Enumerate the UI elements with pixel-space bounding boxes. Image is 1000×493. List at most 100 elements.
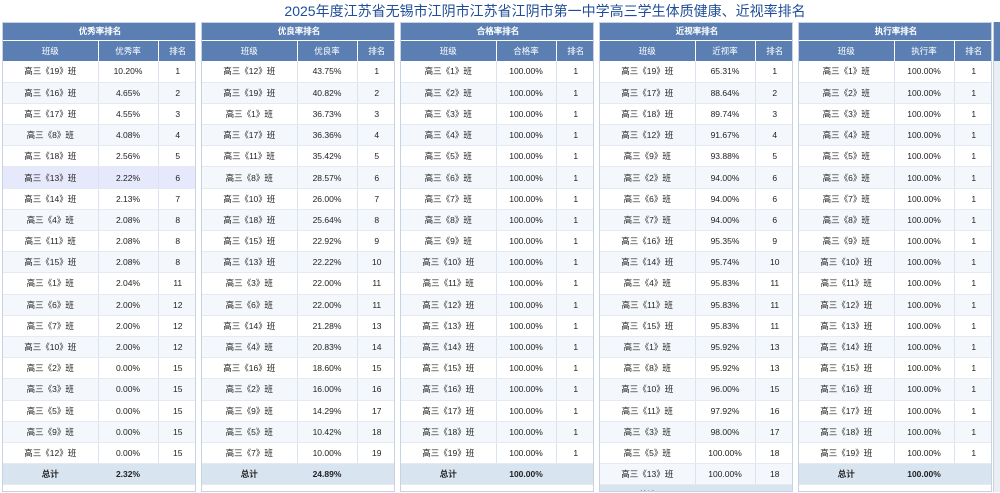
column-header-class[interactable]: 班级 xyxy=(3,40,99,61)
table-row[interactable]: 高三《3》班 100.00% 1 xyxy=(799,103,991,126)
table-row[interactable]: 高三《15》班 2.08% 8 xyxy=(3,251,195,274)
table-row[interactable]: 高三《14》班 100.00% 1 xyxy=(799,336,991,359)
table-row[interactable]: 高三《8》班 4.08% 4 xyxy=(3,124,195,147)
table-row[interactable]: 高三《1》班 2.04% 11 xyxy=(3,272,195,295)
table-row[interactable]: 高三《3》班 0.00% 15 xyxy=(3,378,195,401)
table-row[interactable]: 高三《11》班 95.83% 11 xyxy=(600,294,792,316)
table-row[interactable]: 高三《11》班 100.00% 1 xyxy=(799,272,991,295)
table-row[interactable]: 高三《16》班 18.60% 15 xyxy=(202,357,394,380)
table-row[interactable]: 高三《1》班 100.00% 1 xyxy=(799,61,991,83)
table-row[interactable]: 高三《3》班 22.00% 11 xyxy=(202,272,394,295)
table-row[interactable]: 高三《10》班 96.00% 15 xyxy=(600,378,792,401)
table-row[interactable]: 高三《4》班 100.00% 1 xyxy=(799,124,991,147)
table-row[interactable]: 高三《5》班 100.00% 18 xyxy=(600,442,792,465)
table-row[interactable]: 高三《5》班 0.00% 15 xyxy=(3,400,195,422)
table-row[interactable]: 高三《9》班 0.00% 15 xyxy=(3,421,195,443)
table-row[interactable]: 高三《19》班 65.31% 1 xyxy=(600,61,792,83)
table-row[interactable]: 高三《7》班 100.00% 1 xyxy=(401,188,593,210)
table-row[interactable]: 高三《13》班 100.00% 1 xyxy=(401,315,593,337)
table-row[interactable]: 高三《7》班 94.00% 6 xyxy=(600,209,792,232)
table-row[interactable]: 高三《6》班 94.00% 6 xyxy=(600,188,792,210)
column-header-rank[interactable]: 排名 xyxy=(954,40,991,61)
table-row[interactable]: 高三《19》班 100.00% 1 xyxy=(799,442,991,465)
table-row[interactable]: 高三《17》班 100.00% 1 xyxy=(799,400,991,422)
table-row[interactable]: 高三《9》班 14.29% 17 xyxy=(202,400,394,422)
table-row[interactable]: 高三《6》班 100.00% 1 xyxy=(401,166,593,189)
table-row[interactable]: 高三《2》班 16.00% 16 xyxy=(202,378,394,401)
table-row[interactable]: 高三《16》班 100.00% 1 xyxy=(799,378,991,401)
table-row[interactable]: 高三《12》班 43.75% 1 xyxy=(202,61,394,83)
table-row[interactable]: 高三《13》班 100.00% 18 xyxy=(600,463,792,486)
table-row[interactable]: 高三《4》班 95.83% 11 xyxy=(600,272,792,295)
table-row[interactable]: 高三《18》班 100.00% 1 xyxy=(799,421,991,443)
table-row[interactable]: 高三《1》班 36.73% 3 xyxy=(202,103,394,126)
table-row[interactable]: 高三《6》班 22.00% 11 xyxy=(202,294,394,316)
table-row[interactable]: 高三《3》班 100.00% 1 xyxy=(401,103,593,126)
table-row[interactable]: 高三《3》班 98.00% 17 xyxy=(600,421,792,443)
column-header-rate[interactable]: 优秀率 xyxy=(98,40,159,61)
table-row[interactable]: 高三《7》班 2.00% 12 xyxy=(3,315,195,337)
column-header-class[interactable]: 班级 xyxy=(202,40,298,61)
table-row[interactable]: 高三《18》班 89.74% 3 xyxy=(600,103,792,126)
table-row[interactable]: 高三《10》班 26.00% 7 xyxy=(202,188,394,210)
table-row[interactable]: 高三《1》班 100.00% 1 xyxy=(401,61,593,83)
table-row[interactable]: 高三《17》班 36.36% 4 xyxy=(202,124,394,147)
table-row[interactable]: 高三《16》班 95.35% 9 xyxy=(600,230,792,253)
table-row[interactable]: 高三《10》班 2.00% 12 xyxy=(3,336,195,359)
table-row[interactable]: 高三《11》班 35.42% 5 xyxy=(202,145,394,168)
column-header-class[interactable]: 班级 xyxy=(799,40,895,61)
table-row[interactable]: 高三《19》班 100.00% 1 xyxy=(401,442,593,465)
table-row[interactable]: 高三《4》班 100.00% 1 xyxy=(401,124,593,147)
column-header-rank[interactable]: 排名 xyxy=(755,40,792,61)
table-row[interactable]: 高三《15》班 100.00% 1 xyxy=(799,357,991,380)
column-header-rate[interactable]: 近视率 xyxy=(695,40,756,61)
table-row[interactable]: 高三《12》班 100.00% 1 xyxy=(401,294,593,316)
table-row[interactable]: 高三《19》班 40.82% 2 xyxy=(202,82,394,104)
table-row[interactable]: 高三《13》班 22.22% 10 xyxy=(202,251,394,274)
table-row[interactable]: 高三《14》班 95.74% 10 xyxy=(600,251,792,274)
table-row[interactable]: 高三《4》班 20.83% 14 xyxy=(202,336,394,359)
table-row[interactable]: 高三《4》班 2.08% 8 xyxy=(3,209,195,232)
table-row[interactable]: 高三《8》班 100.00% 1 xyxy=(799,209,991,232)
table-row[interactable]: 高三《10》班 100.00% 1 xyxy=(799,251,991,274)
table-row[interactable]: 高三《16》班 4.65% 2 xyxy=(3,82,195,104)
table-row[interactable]: 高三《11》班 2.08% 8 xyxy=(3,230,195,253)
table-row[interactable]: 高三《11》班 100.00% 1 xyxy=(401,272,593,295)
table-row[interactable]: 高三《2》班 100.00% 1 xyxy=(401,82,593,104)
table-row[interactable]: 高三《5》班 100.00% 1 xyxy=(401,145,593,168)
table-row[interactable]: 高三《9》班 100.00% 1 xyxy=(401,230,593,253)
table-row[interactable]: 高三《12》班 100.00% 1 xyxy=(799,294,991,316)
table-row[interactable]: 高三《6》班 100.00% 1 xyxy=(799,166,991,189)
table-row[interactable]: 高三《17》班 88.64% 2 xyxy=(600,82,792,104)
table-row[interactable]: 高三《12》班 0.00% 15 xyxy=(3,442,195,465)
table-row[interactable]: 高三《8》班 100.00% 1 xyxy=(401,209,593,232)
table-row[interactable]: 高三《17》班 100.00% 1 xyxy=(401,400,593,422)
column-header-rank[interactable]: 排名 xyxy=(357,40,394,61)
table-row[interactable]: 高三《9》班 100.00% 1 xyxy=(799,230,991,253)
table-row[interactable]: 高三《8》班 95.92% 13 xyxy=(600,357,792,380)
table-row[interactable]: 高三《10》班 100.00% 1 xyxy=(401,251,593,274)
table-row[interactable]: 高三《15》班 100.00% 1 xyxy=(401,357,593,380)
table-row[interactable]: 高三《14》班 100.00% 1 xyxy=(401,336,593,359)
table-row[interactable]: 高三《2》班 0.00% 15 xyxy=(3,357,195,380)
table-row[interactable]: 高三《7》班 100.00% 1 xyxy=(799,188,991,210)
table-row[interactable]: 高三《7》班 10.00% 19 xyxy=(202,442,394,465)
table-row[interactable]: 高三《11》班 97.92% 16 xyxy=(600,400,792,422)
column-header-rank[interactable]: 排名 xyxy=(158,40,195,61)
table-row[interactable]: 高三《1》班 95.92% 13 xyxy=(600,336,792,359)
table-row[interactable]: 高三《2》班 94.00% 6 xyxy=(600,166,792,189)
table-row[interactable]: 高三《13》班 2.22% 6 xyxy=(3,166,195,189)
column-header-class[interactable]: 班级 xyxy=(401,40,497,61)
table-row[interactable]: 高三《17》班 4.55% 3 xyxy=(3,103,195,126)
table-row[interactable]: 高三《12》班 91.67% 4 xyxy=(600,124,792,147)
table-row[interactable]: 高三《18》班 2.56% 5 xyxy=(3,145,195,168)
table-row[interactable]: 高三《2》班 100.00% 1 xyxy=(799,82,991,104)
column-header-rank[interactable]: 排名 xyxy=(556,40,593,61)
table-row[interactable]: 高三《5》班 10.42% 18 xyxy=(202,421,394,443)
table-row[interactable]: 高三《14》班 21.28% 13 xyxy=(202,315,394,337)
table-row[interactable]: 高三《6》班 2.00% 12 xyxy=(3,294,195,316)
table-row[interactable]: 高三《13》班 100.00% 1 xyxy=(799,315,991,337)
table-row[interactable]: 高三《9》班 93.88% 5 xyxy=(600,145,792,168)
column-header-class[interactable]: 班级 xyxy=(600,40,696,61)
column-header-rate[interactable]: 执行率 xyxy=(894,40,955,61)
